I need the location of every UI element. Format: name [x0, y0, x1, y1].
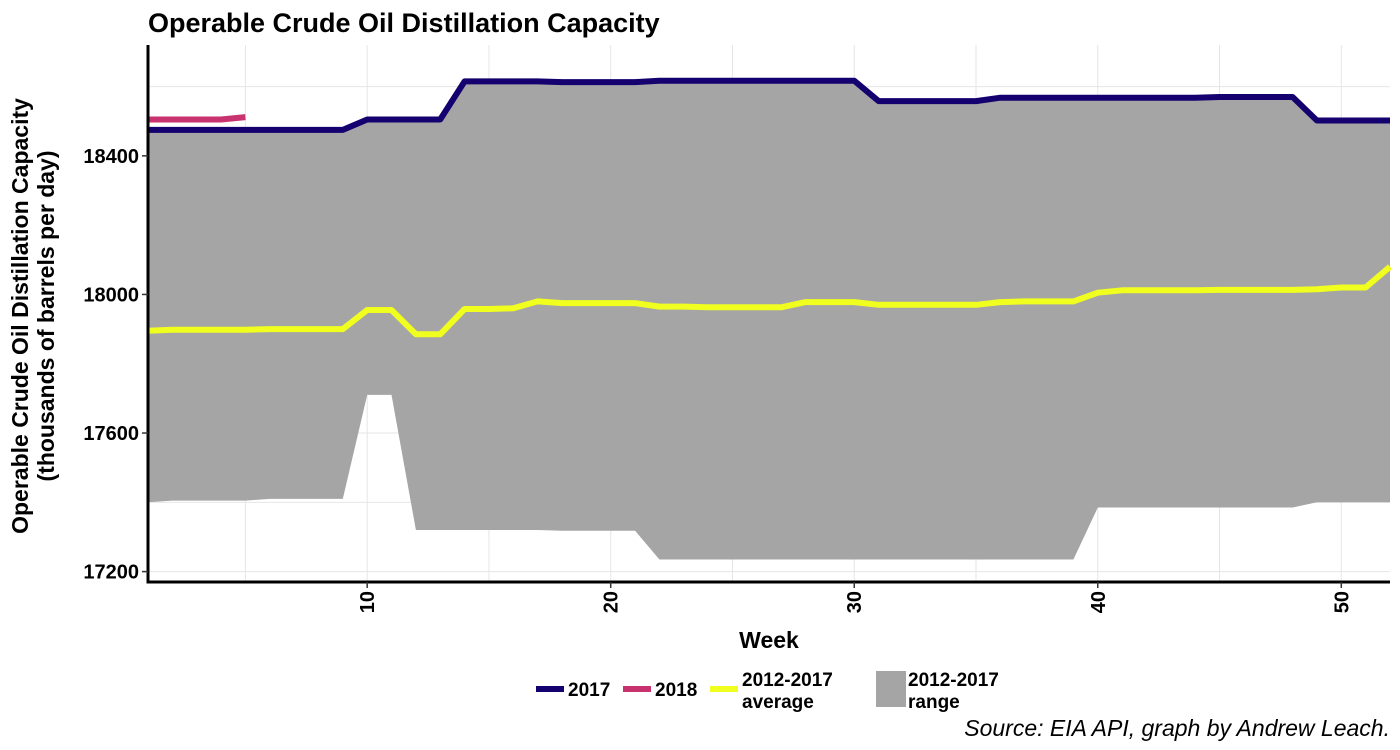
series-line-avg	[147, 264, 1392, 338]
legend-label-avg: average	[742, 692, 814, 713]
legend-label-range: range	[908, 692, 960, 713]
range-area-layer	[148, 81, 1390, 560]
legend-label-s2018: 2018	[655, 680, 697, 701]
x-tick-labels: 10 20 30 40 50	[357, 582, 1353, 613]
y-axis-label-line-1: Operable Crude Oil Distillation Capacity	[7, 98, 33, 534]
legend-item-s2018: 2018	[623, 680, 697, 701]
y-tick-label: 17200	[83, 562, 139, 584]
y-tick-label: 18400	[83, 146, 139, 168]
x-tick-label: 10	[357, 591, 379, 613]
x-axis-label: Week	[739, 627, 799, 653]
legend-label-s2017: 2017	[568, 680, 610, 701]
x-tick-label: 40	[1088, 591, 1110, 613]
chart-title: Operable Crude Oil Distillation Capacity	[148, 8, 660, 38]
legend-item-s2017: 2017	[536, 680, 610, 701]
y-tick-label: 17600	[83, 423, 139, 445]
x-tick-label: 20	[601, 591, 623, 613]
legend-label-avg: 2012-2017	[742, 670, 833, 691]
y-tick-labels: 17200 17600 18000 18400	[83, 146, 148, 584]
series-layer	[147, 77, 1392, 338]
series-line-s2018	[148, 114, 246, 123]
x-tick-label: 30	[844, 591, 866, 613]
legend-label-range: 2012-2017	[908, 670, 999, 691]
y-tick-label: 18000	[83, 284, 139, 306]
x-tick-label: 50	[1331, 591, 1353, 613]
series-line-s2017	[148, 77, 1390, 133]
range-area	[148, 81, 1390, 560]
legend-swatch-range	[876, 671, 906, 707]
axes	[146, 45, 1390, 584]
source-caption: Source: EIA API, graph by Andrew Leach.	[964, 715, 1390, 741]
y-axis-label-line-2: (thousands of barrels per day)	[33, 150, 59, 481]
